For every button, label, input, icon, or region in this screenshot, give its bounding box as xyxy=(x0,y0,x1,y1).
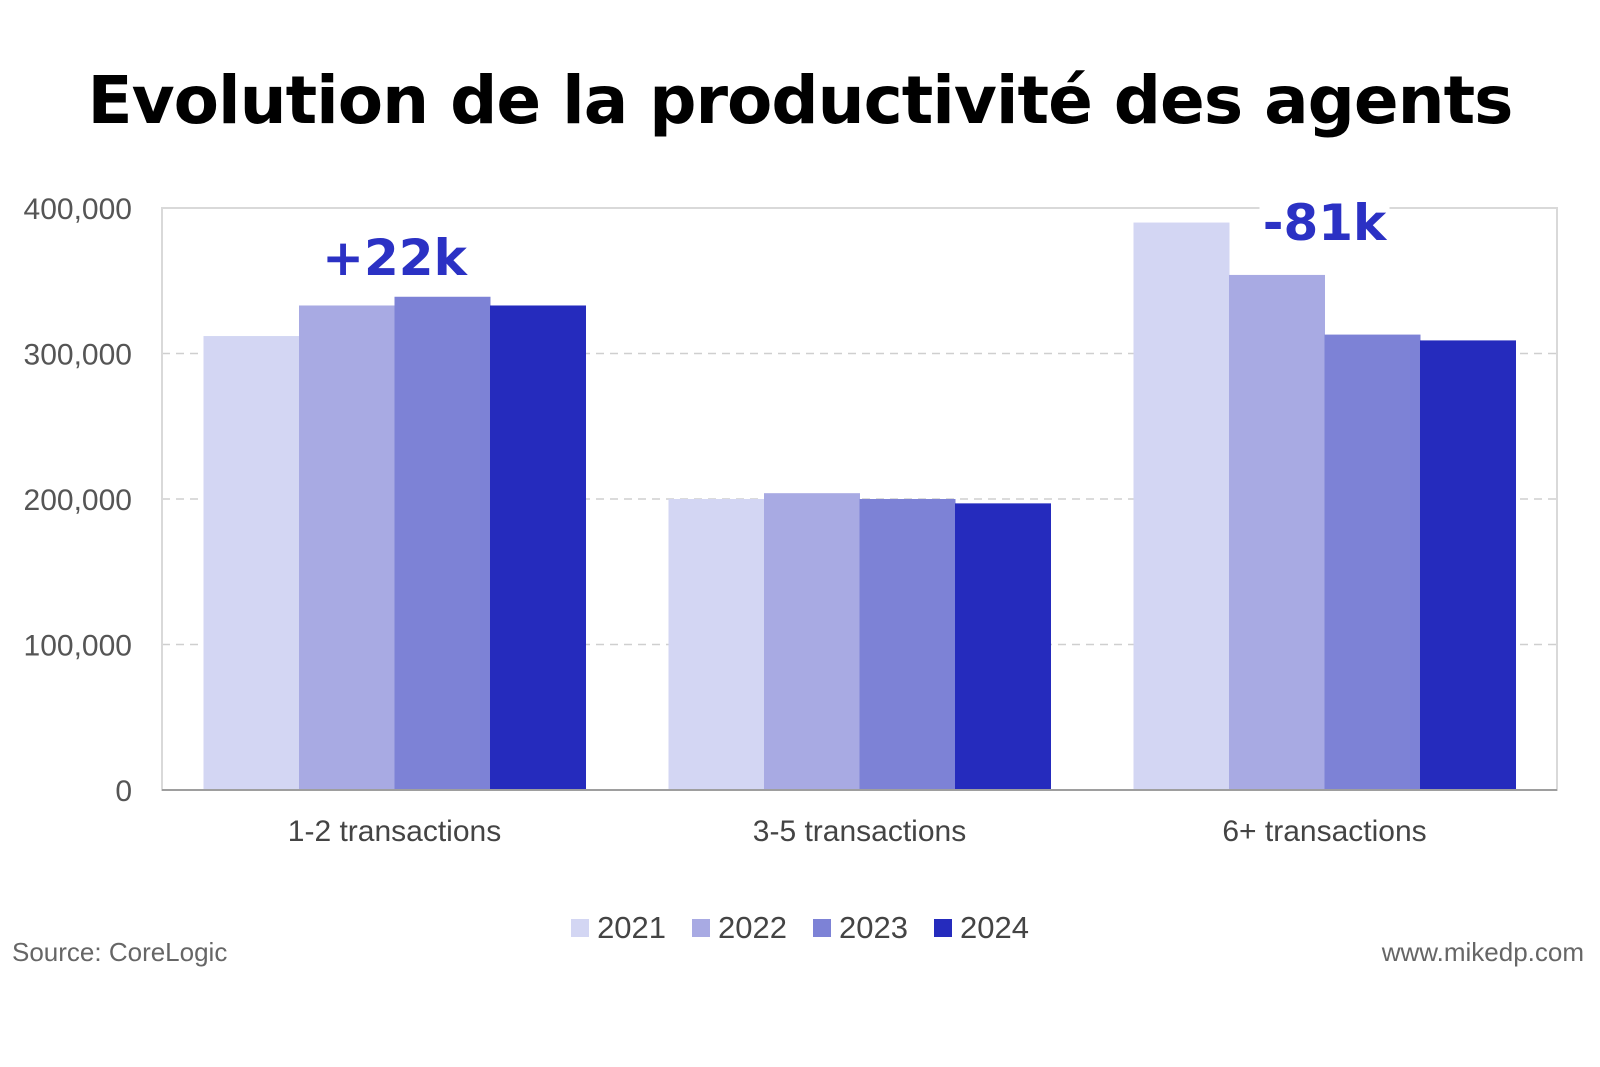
legend-item-2022: 2022 xyxy=(692,910,787,946)
x-tick-label: 3-5 transactions xyxy=(753,815,966,848)
legend-item-2024: 2024 xyxy=(933,910,1029,946)
bar-2023-0 xyxy=(394,296,491,790)
bar-2023-1 xyxy=(859,499,956,790)
legend-swatch xyxy=(933,919,952,937)
change-annotation: -81k xyxy=(1263,194,1388,252)
legend-item-2021: 2021 xyxy=(571,910,666,946)
legend: 2021 2022 2023 2024 xyxy=(0,910,1600,946)
source-note: Source: CoreLogic xyxy=(12,937,228,967)
bar-2021-1 xyxy=(668,499,765,790)
legend-label: 2022 xyxy=(718,910,787,945)
bar-2022-2 xyxy=(1229,274,1325,790)
chart-title: Evolution de la productivité des agents xyxy=(87,62,1514,139)
bar-2024-2 xyxy=(1420,340,1516,790)
legend-label: 2024 xyxy=(959,910,1029,945)
legend-item-2023: 2023 xyxy=(813,910,908,946)
legend-label: 2021 xyxy=(597,910,667,945)
labels: 0 100,000 200,000 300,000 400,000 1-2 transac… xyxy=(24,188,1427,848)
bar-2021-0 xyxy=(203,336,300,790)
legend-label: 2023 xyxy=(839,910,908,945)
bar-2022-1 xyxy=(764,493,860,790)
y-tick-label: 0 xyxy=(115,775,132,808)
legend-swatch xyxy=(692,919,711,937)
x-tick-label: 1-2 transactions xyxy=(288,815,501,848)
annotation-background xyxy=(329,222,460,285)
annotation-background xyxy=(1259,188,1390,250)
y-tick-label: 200,000 xyxy=(24,484,132,517)
legend-swatch xyxy=(813,919,831,937)
website-note: www.mikedp.com xyxy=(1381,937,1584,967)
bar-2023-2 xyxy=(1324,334,1421,790)
y-tick-label: 400,000 xyxy=(24,193,132,226)
change-annotation: +22k xyxy=(322,229,468,287)
bar-2024-0 xyxy=(490,305,586,790)
bars xyxy=(203,222,1516,791)
x-tick-label: 6+ transactions xyxy=(1222,815,1426,848)
bar-2022-0 xyxy=(299,305,395,790)
y-tick-label: 100,000 xyxy=(24,630,132,663)
legend-swatch xyxy=(571,919,590,937)
axes xyxy=(161,207,1558,791)
y-tick-label: 300,000 xyxy=(24,339,132,372)
bar-2024-1 xyxy=(955,503,1051,790)
bar-2021-2 xyxy=(1133,222,1230,791)
